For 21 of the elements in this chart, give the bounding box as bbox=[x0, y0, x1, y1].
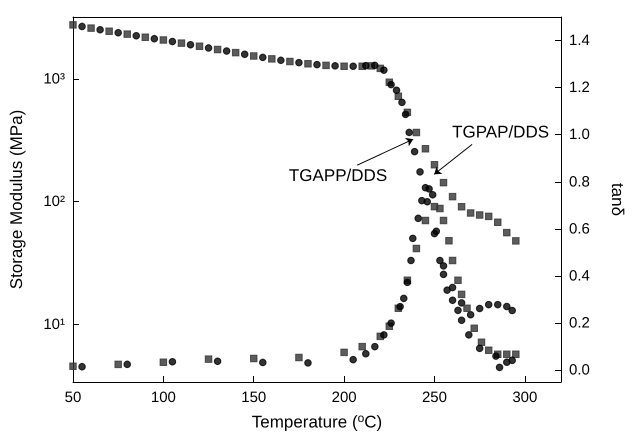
y2-tick-label: 0.0 bbox=[569, 362, 590, 379]
x-tick-label: 100 bbox=[150, 389, 176, 406]
y2-tick-label: 1.0 bbox=[569, 126, 590, 144]
y2-axis-title: tanδ bbox=[608, 182, 627, 216]
y-axis-title: Storage Modulus (MPa) bbox=[7, 110, 26, 290]
y2-tick-label: 1.4 bbox=[569, 32, 590, 50]
x-tick-label: 300 bbox=[512, 389, 538, 406]
y-tick-label: 10³ bbox=[43, 70, 65, 88]
x-tick-label: 250 bbox=[422, 389, 447, 406]
annotation: TGAPP/DDS bbox=[288, 166, 388, 186]
annotation: TGPAP/DDS bbox=[452, 122, 550, 142]
y2-tick-label: 0.8 bbox=[569, 173, 590, 190]
y2-tick-label: 1.2 bbox=[569, 79, 590, 96]
x-tick-label: 150 bbox=[241, 389, 266, 406]
x-tick-label: 50 bbox=[64, 389, 82, 406]
y-tick-label: 10¹ bbox=[43, 316, 65, 333]
y-tick-label: 10² bbox=[43, 193, 65, 210]
y2-tick-label: 0.2 bbox=[569, 314, 590, 332]
y2-tick-label: 0.4 bbox=[569, 268, 590, 285]
x-tick-label: 200 bbox=[332, 389, 357, 406]
y2-tick-label: 0.6 bbox=[569, 220, 590, 238]
